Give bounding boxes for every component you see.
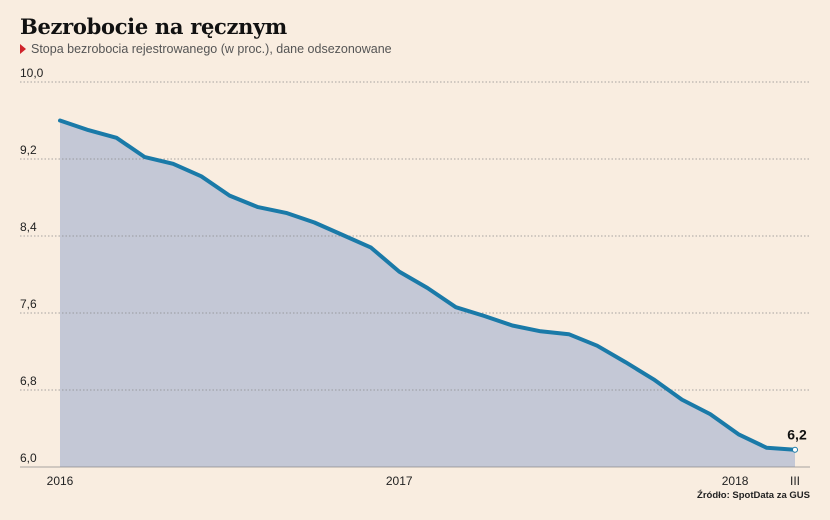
y-tick-label: 6,8 [20, 374, 37, 388]
x-tick-label: 2017 [386, 474, 413, 488]
source-note: Źródło: SpotData za GUS [697, 490, 810, 501]
y-tick-label: 10,0 [20, 66, 44, 80]
chart-title: Bezrobocie na ręcznym [20, 14, 287, 39]
data-point [792, 446, 798, 453]
area-fill [60, 120, 795, 467]
y-tick-label: 8,4 [20, 220, 37, 234]
y-tick-label: 7,6 [20, 297, 37, 311]
last-value-label: 6,2 [787, 427, 807, 443]
series-line [58, 118, 797, 452]
x-tick-label: 2018 [722, 474, 749, 488]
y-tick-label: 6,0 [20, 451, 37, 465]
triangle-marker-icon [20, 44, 26, 54]
y-tick-label: 9,2 [20, 143, 37, 157]
chart-subtitle: Stopa bezrobocia rejestrowanego (w proc.… [20, 42, 392, 56]
x-tick-label: III [790, 474, 800, 488]
subtitle-text: Stopa bezrobocia rejestrowanego (w proc.… [31, 42, 392, 56]
x-tick-label: 2016 [47, 474, 74, 488]
